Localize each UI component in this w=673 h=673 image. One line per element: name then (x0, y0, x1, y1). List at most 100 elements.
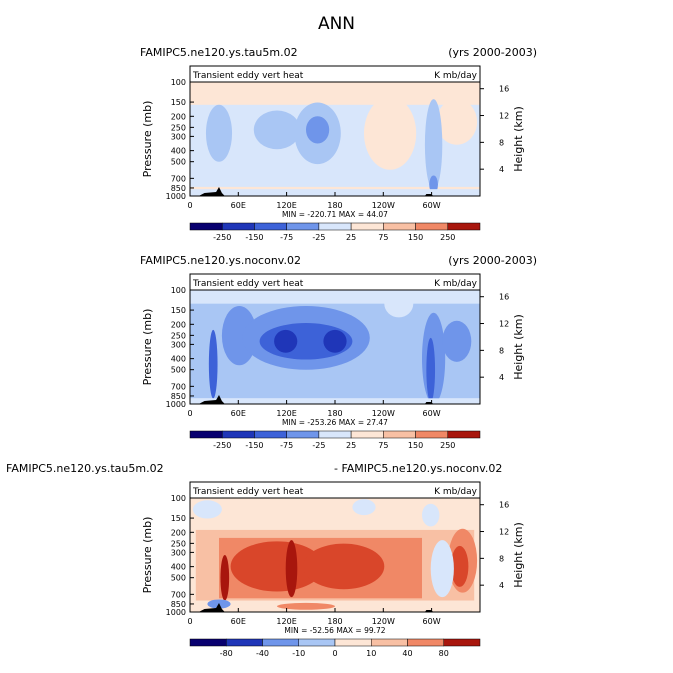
colorbar-label: 40 (402, 649, 412, 658)
x-tick-label: 60W (423, 201, 441, 210)
x-tick-label: 180 (327, 617, 342, 626)
height-axis-title: Height (km) (512, 314, 525, 380)
field-negative-region (205, 104, 233, 162)
y-tick-label: 700 (171, 590, 186, 599)
colorbar-box (350, 222, 384, 231)
contour-field (190, 498, 480, 612)
colorbar-box (407, 638, 444, 647)
colorbar-box (286, 430, 320, 439)
panel-2-case-name: FAMIPC5.ne120.ys.noconv.02 (140, 254, 301, 267)
colorbar-label: -75 (280, 233, 293, 242)
variable-label: Transient eddy vert heat (192, 487, 304, 497)
colorbar-box (415, 222, 449, 231)
colorbar-label: -10 (292, 649, 305, 658)
colorbar-label: 150 (408, 233, 423, 242)
field-negative-core (323, 329, 347, 353)
field-positive-region (364, 96, 417, 170)
x-tick-label: 0 (187, 409, 192, 418)
y-tick-label: 500 (171, 158, 186, 167)
height-tick-label: 8 (499, 346, 504, 355)
colorbar-label: -150 (245, 441, 263, 450)
colorbar-box (189, 638, 227, 647)
y-tick-label: 400 (171, 563, 186, 572)
colorbar-label: 80 (439, 649, 449, 658)
field-positive-core (230, 541, 324, 592)
x-tick-label: 120W (372, 409, 395, 418)
x-tick-label: 120W (372, 617, 395, 626)
y-tick-label: 700 (171, 382, 186, 391)
label-strip (189, 481, 481, 499)
units-label: K mb/day (434, 279, 478, 289)
field-positive-region (436, 99, 478, 145)
y-tick-label: 250 (171, 123, 186, 132)
colorbar-label: 75 (378, 441, 388, 450)
height-axis-title: Height (km) (512, 106, 525, 172)
field-negative-region (253, 110, 301, 150)
y-tick-label: 100 (171, 494, 186, 503)
panel-2-years: (yrs 2000-2003) (448, 254, 537, 267)
height-tick-label: 4 (499, 581, 504, 590)
colorbar-label: 10 (366, 649, 376, 658)
label-strip (189, 273, 481, 291)
field-positive-region (277, 602, 335, 610)
panel-1: Transient eddy vert heat K mb/day 100 150 20… (141, 65, 525, 242)
colorbar-label: -150 (245, 233, 263, 242)
x-tick-label: 120W (372, 201, 395, 210)
colorbar-box (254, 430, 287, 439)
y-tick-label: 850 (171, 392, 186, 401)
y-axis-title: Pressure (mb) (141, 101, 154, 178)
colorbar-box (189, 430, 223, 439)
min-max-label: MIN = -253.26 MAX = 27.47 (282, 418, 388, 427)
colorbar-box (383, 430, 416, 439)
x-tick-label: 60E (231, 201, 246, 210)
x-tick-label: 60E (231, 617, 246, 626)
variable-label: Transient eddy vert heat (192, 279, 304, 289)
height-tick-label: 8 (499, 554, 504, 563)
y-axis-title: Pressure (mb) (141, 517, 154, 594)
colorbar-label: -40 (256, 649, 269, 658)
colorbar-label: 75 (378, 233, 388, 242)
y-tick-label: 100 (171, 286, 186, 295)
y-tick-label: 300 (171, 340, 186, 349)
field-positive-max (285, 540, 298, 598)
colorbar-box (334, 638, 372, 647)
field-negative-region (352, 499, 376, 516)
units-label: K mb/day (434, 71, 478, 81)
colorbar-label: -250 (213, 441, 231, 450)
y-tick-label: 850 (171, 600, 186, 609)
field-negative-core (208, 329, 218, 399)
y-tick-label: 500 (171, 366, 186, 375)
panel-2: Transient eddy vert heat K mb/day 100 150 20… (141, 273, 525, 450)
colorbar-label: 0 (332, 649, 337, 658)
colorbar-box (350, 430, 384, 439)
colorbar-box (443, 638, 481, 647)
y-tick-label: 700 (171, 174, 186, 183)
field-positive-core (451, 545, 469, 587)
colorbar-label: 250 (440, 233, 455, 242)
min-max-label: MIN = -52.56 MAX = 99.72 (284, 626, 385, 635)
x-tick-label: 180 (327, 201, 342, 210)
field-negative-core (274, 329, 298, 353)
field-negative-region (442, 320, 472, 362)
field-negative-region (192, 500, 222, 519)
x-tick-label: 60E (231, 409, 246, 418)
field-negative-core (306, 116, 330, 144)
contour-field (190, 82, 480, 196)
field-negative-region (430, 540, 454, 598)
y-tick-label: 1000 (166, 400, 186, 409)
colorbar-label: 250 (440, 441, 455, 450)
panel-3-case-name: FAMIPC5.ne120.ys.tau5m.02 (6, 462, 164, 475)
height-tick-label: 12 (499, 528, 509, 537)
x-tick-label: 120E (276, 201, 296, 210)
figure-title: ANN (317, 14, 356, 34)
colorbar-label: -250 (213, 233, 231, 242)
x-tick-label: 60W (423, 617, 441, 626)
y-tick-label: 850 (171, 184, 186, 193)
y-tick-label: 150 (171, 98, 186, 107)
field-negative-core (426, 337, 436, 402)
y-tick-label: 300 (171, 548, 186, 557)
colorbar-box (221, 430, 255, 439)
field-weak-region (384, 290, 414, 318)
x-tick-label: 120E (276, 409, 296, 418)
height-tick-label: 4 (499, 373, 504, 382)
